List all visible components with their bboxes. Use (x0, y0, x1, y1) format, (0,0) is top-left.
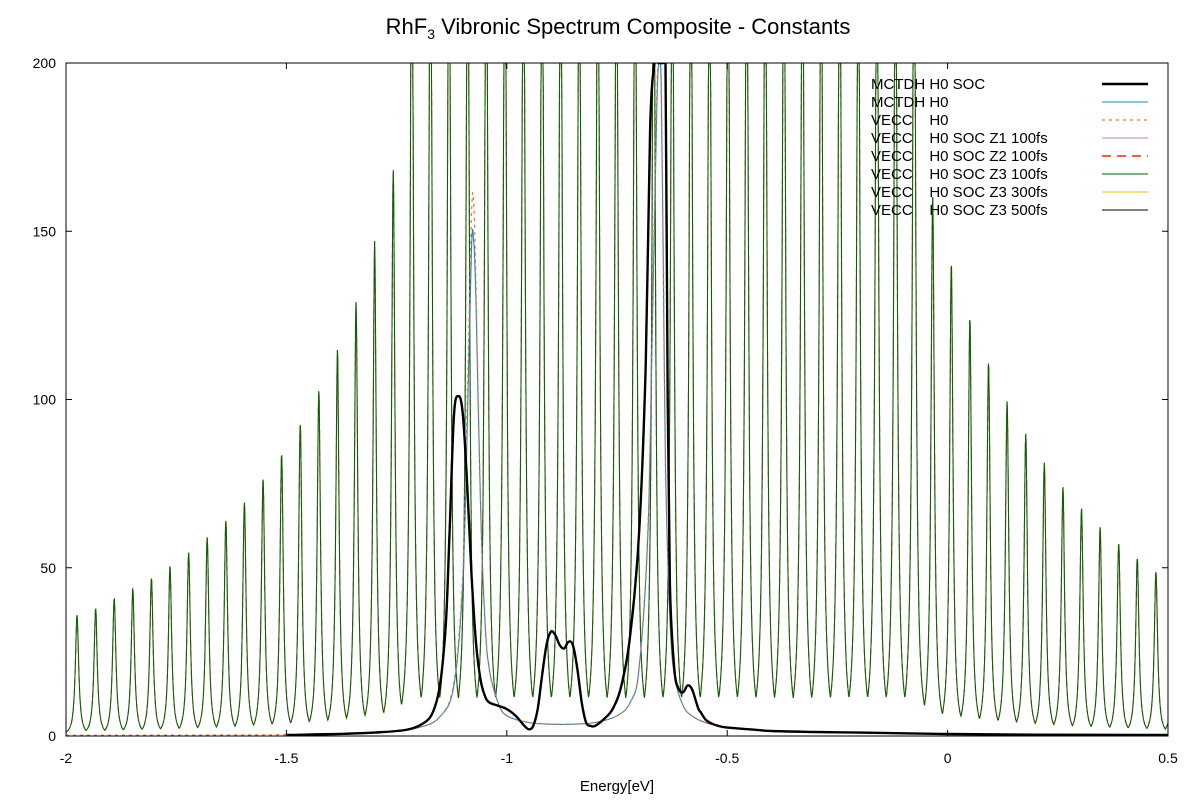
legend-label: VECC H0 SOC Z3 300fs (871, 184, 1048, 201)
y-tick-label: 150 (33, 223, 57, 239)
x-tick-label: 0.5 (1158, 750, 1178, 766)
series-vecc-z3-100fs (66, 63, 1168, 733)
x-tick-label: -1.5 (274, 750, 298, 766)
legend-label: VECC H0 (871, 112, 949, 129)
series-layer (66, 63, 1168, 736)
title-subscript: 3 (427, 26, 435, 42)
legend-label: VECC H0 SOC Z3 500fs (871, 202, 1048, 219)
chart-title: RhF3 Vibronic Spectrum Composite - Const… (386, 14, 851, 42)
title-main: RhF (386, 14, 428, 39)
x-tick-label: -0.5 (715, 750, 739, 766)
legend-label: MCTDH H0 SOC (871, 76, 985, 93)
legend-label: VECC H0 SOC Z1 100fs (871, 130, 1048, 147)
legend-label: VECC H0 SOC Z2 100fs (871, 148, 1048, 165)
y-tick-label: 100 (33, 392, 57, 408)
x-tick-label: 0 (944, 750, 952, 766)
comb-series-layer (66, 63, 1168, 733)
legend-label: MCTDH H0 (871, 94, 949, 111)
series-line-0 (286, 63, 1168, 736)
y-tick-label: 200 (33, 55, 57, 71)
x-tick-label: -2 (60, 750, 73, 766)
legend-label: VECC H0 SOC Z3 100fs (871, 166, 1048, 183)
title-rest: Vibronic Spectrum Composite - Constants (435, 14, 850, 39)
x-tick-label: -1 (501, 750, 514, 766)
y-tick-label: 50 (40, 560, 56, 576)
x-axis-label: Energy[eV] (580, 778, 654, 795)
y-tick-label: 0 (48, 728, 56, 744)
axis-ticks: -2 -1.5 -1 -0.5 0 0.5 0 50 100 150 200 (33, 55, 1178, 766)
